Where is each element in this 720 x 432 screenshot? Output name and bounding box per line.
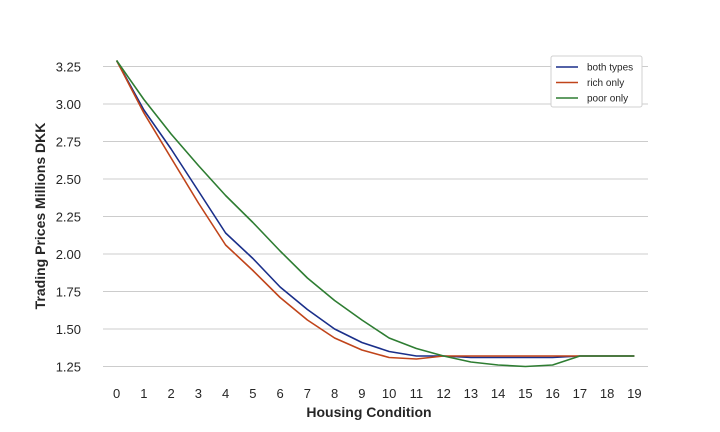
series-line-both-types xyxy=(115,60,635,359)
x-tick-label: 2 xyxy=(168,386,175,401)
legend-box xyxy=(550,55,643,108)
y-tick-label: 2.50 xyxy=(56,172,81,187)
x-tick-label: 5 xyxy=(249,386,256,401)
x-tick-label: 17 xyxy=(573,386,587,401)
y-tick-label: 3.00 xyxy=(56,97,81,112)
y-tick-label: 1.25 xyxy=(56,360,81,375)
x-tick-label: 4 xyxy=(222,386,229,401)
legend: both types rich only poor only xyxy=(550,55,643,108)
y-tick-labels: 1.25 1.50 1.75 2.00 2.25 2.50 2.75 3.00 3.25 xyxy=(56,60,81,375)
y-tick-label: 2.00 xyxy=(56,247,81,262)
y-tick-label: 2.25 xyxy=(56,210,81,225)
y-tick-label: 1.75 xyxy=(56,285,81,300)
gridlines xyxy=(103,66,648,367)
x-tick-label: 12 xyxy=(436,386,450,401)
x-tick-label: 15 xyxy=(518,386,532,401)
x-tick-label: 14 xyxy=(491,386,505,401)
series-line-poor-only xyxy=(115,60,635,368)
x-tick-label: 11 xyxy=(410,386,424,401)
x-tick-label: 9 xyxy=(358,386,365,401)
y-tick-label: 2.75 xyxy=(56,135,81,150)
series-lines xyxy=(115,60,635,368)
x-tick-label: 13 xyxy=(464,386,478,401)
x-tick-label: 3 xyxy=(195,386,202,401)
x-tick-label: 19 xyxy=(627,386,641,401)
x-tick-label: 0 xyxy=(113,386,120,401)
x-tick-label: 7 xyxy=(304,386,311,401)
series-line-rich-only xyxy=(115,60,635,360)
x-tick-label: 18 xyxy=(600,386,614,401)
x-tick-labels: 0 1 2 3 4 5 6 7 8 9 10 11 12 13 14 15 16 17 18 19 xyxy=(113,386,642,401)
y-tick-label: 3.25 xyxy=(56,60,81,75)
legend-label: rich only xyxy=(587,78,624,89)
legend-label: poor only xyxy=(587,94,628,105)
x-tick-label: 6 xyxy=(277,386,284,401)
y-tick-label: 1.50 xyxy=(56,322,81,337)
x-tick-label: 10 xyxy=(382,386,396,401)
y-axis-label: Trading Prices Millions DKK xyxy=(32,123,48,310)
legend-label: both types xyxy=(587,63,633,74)
x-tick-label: 16 xyxy=(545,386,559,401)
x-tick-label: 1 xyxy=(140,386,147,401)
x-tick-label: 8 xyxy=(331,386,338,401)
x-axis-label: Housing Condition xyxy=(306,404,431,420)
